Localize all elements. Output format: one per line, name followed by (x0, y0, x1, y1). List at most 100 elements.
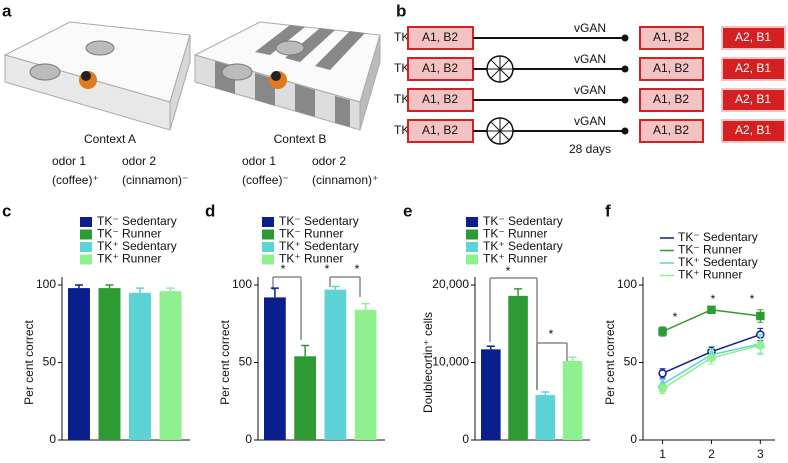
legend-label: TK⁺ Runner (678, 268, 742, 282)
error-bar (331, 285, 340, 290)
significance-star: * (711, 292, 716, 306)
odor-name: odor 1 (52, 154, 86, 168)
legend-label: TK⁺ Sedentary (678, 255, 758, 269)
error-bar (105, 284, 114, 289)
context-title: Context B (274, 132, 327, 146)
significance-star: * (355, 262, 360, 276)
test-box (721, 119, 786, 143)
test-text: A2, B1 (735, 123, 771, 137)
y-tick-label: 0 (49, 432, 56, 446)
treatment: vGAN (574, 114, 606, 128)
legend-swatch (466, 217, 478, 227)
legend-label: TK⁻ Runner (483, 227, 547, 241)
panel-label: f (605, 201, 611, 220)
y-tick-label: 100 (232, 277, 252, 291)
legend-label: TK⁺ Sedentary (483, 239, 563, 253)
legend-swatch (466, 242, 478, 252)
marker (756, 311, 765, 321)
legend-swatch (80, 217, 92, 227)
legend-label: TK⁺ Sedentary (279, 239, 359, 253)
y-tick-label: 100 (36, 277, 56, 291)
y-axis-label: Per cent correct (218, 319, 232, 404)
test-text: A2, B1 (735, 61, 771, 75)
y-tick-label: 0 (462, 432, 469, 446)
schedule-box (639, 26, 704, 50)
marker (658, 384, 667, 394)
legend-label: TK⁻ Sedentary (279, 214, 359, 228)
duration: 28 days (569, 142, 611, 156)
y-tick-label: 20,000 (432, 277, 469, 291)
legend-swatch (466, 254, 478, 265)
odor-label: (coffee)⁻ (242, 173, 289, 187)
timeline-end (621, 34, 629, 42)
odor-label: (cinnamon)⁻ (122, 173, 188, 187)
legend-swatch (466, 229, 478, 240)
marker (756, 341, 765, 350)
significance-star: * (549, 327, 554, 341)
bar (562, 360, 583, 440)
bar (159, 291, 182, 440)
legend-label: TK⁻ Sedentary (97, 214, 177, 228)
schedule-text: A1, B2 (422, 61, 458, 75)
marker (707, 305, 716, 315)
y-tick-label: 100 (617, 277, 637, 291)
y-tick-label: 0 (630, 432, 637, 446)
legend-label: TK⁻ Runner (97, 227, 161, 241)
test-box (721, 57, 786, 81)
legend-label: TK⁻ Runner (279, 227, 343, 241)
error-bar (166, 287, 175, 292)
odor-label: (coffee)⁺ (52, 173, 99, 187)
legend-swatch (80, 229, 92, 240)
significance-star: * (325, 262, 330, 276)
panel-label: b (396, 1, 406, 20)
schedule-text: A1, B2 (422, 92, 458, 106)
wheel-spoke (490, 121, 510, 141)
schedule-box (639, 57, 704, 81)
wheel-spoke (490, 59, 510, 79)
error-bar (301, 344, 310, 357)
error-bar (74, 284, 83, 289)
y-tick-label: 50 (624, 355, 638, 369)
error-bar (541, 391, 550, 396)
bar (294, 356, 317, 440)
timeline-end (621, 65, 629, 73)
panel-a-art (3, 21, 381, 131)
y-axis-label: Doublecortin⁺ cells (421, 312, 435, 413)
schedule-text: A1, B2 (653, 123, 689, 137)
panel-label: a (2, 1, 12, 20)
bar (98, 288, 121, 440)
significance-star: * (506, 264, 511, 278)
legend-label: TK⁻ Sedentary (678, 230, 758, 244)
bar (481, 349, 501, 440)
y-axis-label: Per cent correct (22, 319, 36, 404)
panel-label: e (403, 201, 412, 220)
significance-star: * (281, 262, 286, 276)
bar (324, 289, 347, 440)
legend-label: TK⁻ Runner (678, 243, 742, 257)
bar (129, 292, 151, 440)
marker (707, 353, 716, 363)
x-tick-label: 2 (708, 447, 715, 461)
panel-label: d (205, 201, 215, 220)
odor-label: (cinnamon)⁺ (312, 173, 378, 187)
odor-name: odor 1 (242, 154, 276, 168)
test-box (721, 88, 786, 112)
schedule-box (639, 119, 704, 143)
marker (658, 369, 667, 378)
legend-label: TK⁺ Runner (279, 252, 343, 266)
significance-star: * (750, 292, 755, 306)
odor-name: odor 2 (312, 154, 346, 168)
y-axis-label: Per cent correct (603, 319, 617, 404)
schedule-text: A1, B2 (653, 30, 689, 44)
error-bar (270, 287, 279, 298)
legend-swatch (80, 242, 92, 252)
context-title: Context A (84, 132, 136, 146)
test-text: A2, B1 (735, 92, 771, 106)
schedule-text: A1, B2 (653, 92, 689, 106)
legend-label: TK⁺ Sedentary (97, 239, 177, 253)
bar (68, 288, 90, 440)
marker (658, 327, 667, 336)
test-text: A2, B1 (735, 30, 771, 44)
